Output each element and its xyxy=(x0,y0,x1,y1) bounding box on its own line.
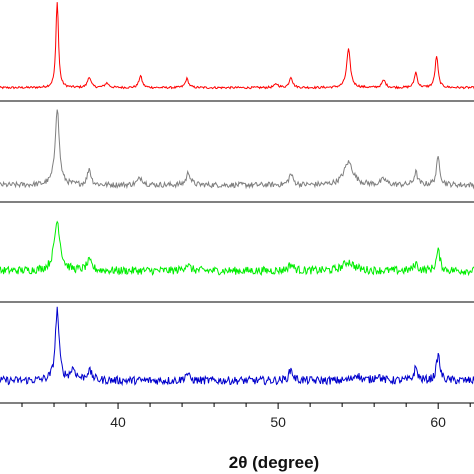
x-axis: 40 50 60 xyxy=(21,403,471,430)
x-tick-label: 40 xyxy=(110,414,126,430)
series-line-1 xyxy=(0,2,474,90)
x-tick-label: 60 xyxy=(430,414,446,430)
chart-panels xyxy=(0,2,474,404)
series-line-4 xyxy=(0,306,474,387)
series-line-2 xyxy=(0,109,474,190)
x-tick-label: 50 xyxy=(270,414,286,430)
series-line-3 xyxy=(0,220,474,277)
x-axis-title: 2θ (degree) xyxy=(229,453,319,472)
